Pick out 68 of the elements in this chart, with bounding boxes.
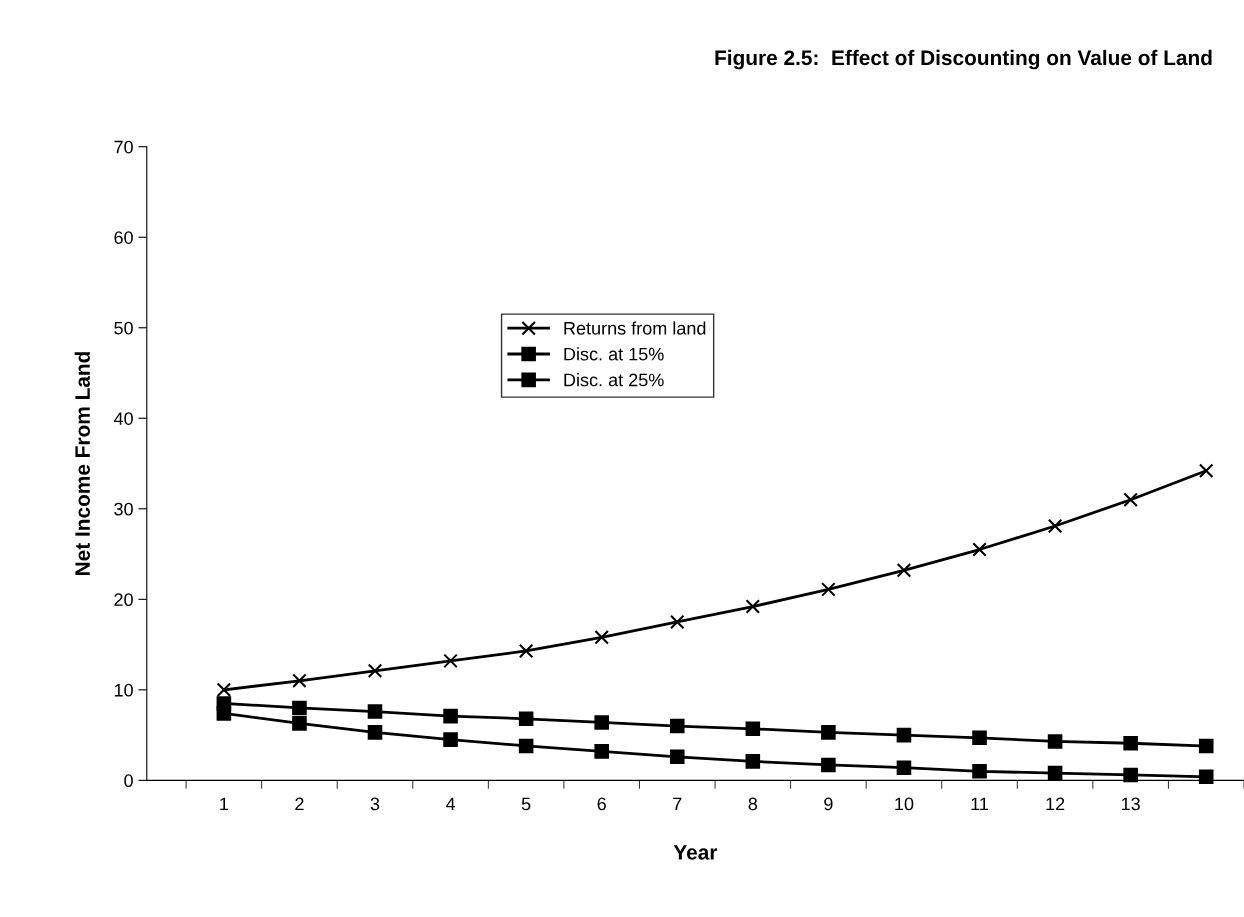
x-tick-label: 4 (445, 797, 456, 811)
y-tick-label: 20 (114, 593, 133, 607)
point (518, 738, 534, 754)
point (896, 727, 912, 743)
point (443, 708, 458, 724)
x-tick-label: 2 (295, 797, 304, 811)
point (443, 653, 458, 669)
point (1123, 492, 1138, 508)
legend-label: Disc. at 15% (564, 347, 664, 361)
y-tick-label: 70 (114, 140, 133, 154)
point (972, 730, 987, 746)
point (669, 749, 685, 765)
chart-title: Figure 2.5: Effect of Discounting on Value of Land (715, 49, 1212, 70)
point (745, 721, 761, 737)
point (594, 630, 609, 645)
point (1123, 735, 1138, 751)
x-tick-label: 6 (597, 797, 606, 811)
point (367, 663, 383, 679)
y-tick-label: 30 (114, 502, 133, 516)
point (216, 682, 232, 698)
point (1047, 765, 1063, 781)
x-tick-label: 13 (1121, 797, 1140, 811)
x-tick-label: 3 (370, 797, 380, 811)
point (292, 716, 307, 731)
y-tick-label: 10 (114, 683, 133, 697)
point (745, 599, 761, 614)
x-tick-label: 9 (824, 797, 833, 811)
y-axis-title: Net Income From Land (74, 352, 90, 575)
point (292, 700, 307, 716)
point (443, 732, 458, 747)
x-tick-label: 11 (971, 797, 989, 811)
point (594, 744, 609, 759)
point (896, 563, 912, 578)
point (896, 760, 912, 775)
point (669, 718, 685, 734)
point (518, 711, 534, 727)
y-tick-label: 0 (124, 774, 133, 788)
point (367, 704, 383, 719)
point (821, 582, 836, 597)
x-tick-label: 10 (895, 797, 914, 811)
point (1047, 518, 1063, 534)
x-tick-label: 12 (1046, 797, 1065, 811)
point (518, 643, 534, 659)
point (1198, 769, 1214, 785)
point (1123, 767, 1138, 783)
legend-label: Disc. at 25% (564, 373, 664, 387)
point (1047, 734, 1063, 749)
point (216, 706, 232, 721)
x-axis-title: Year (673, 845, 718, 860)
x-tick-label: 8 (748, 797, 758, 811)
y-tick-label: 50 (114, 321, 133, 335)
y-tick-label: 60 (114, 231, 133, 244)
point (821, 757, 836, 773)
point (821, 725, 836, 740)
y-tick-label: 40 (113, 412, 133, 425)
point (972, 764, 987, 779)
point (367, 725, 383, 740)
x-tick-label: 7 (673, 797, 682, 811)
point (745, 754, 761, 769)
point (669, 614, 685, 630)
legend-label: Returns from land (564, 321, 706, 335)
point (292, 673, 307, 689)
point (594, 715, 609, 730)
x-tick-label: 1 (220, 797, 229, 811)
x-tick-label: 5 (521, 797, 531, 811)
point (1198, 463, 1214, 479)
point (972, 542, 987, 557)
point (1198, 738, 1214, 754)
